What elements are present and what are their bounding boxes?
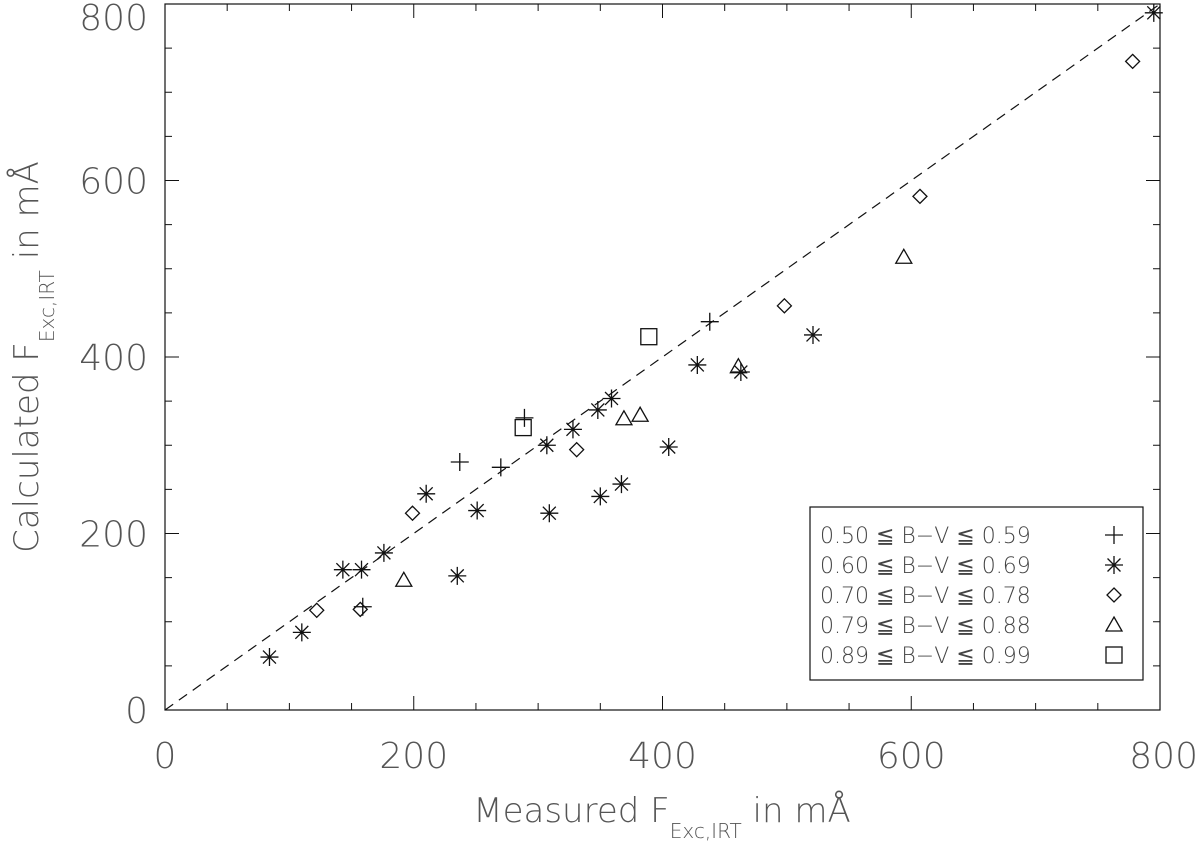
- point-square: [640, 328, 658, 346]
- point-asterisk: [468, 501, 487, 520]
- y-axis-label: Calculated F: [7, 342, 47, 553]
- point-asterisk: [448, 566, 467, 585]
- legend-box: [809, 506, 1144, 681]
- point-asterisk: [1144, 3, 1163, 22]
- point-asterisk: [374, 543, 393, 562]
- legend-marker-asterisk: [1105, 556, 1123, 574]
- point-square: [514, 418, 532, 437]
- x-tick-label: 200: [379, 736, 448, 777]
- x-tick-label: 0: [154, 736, 177, 777]
- point-asterisk: [540, 504, 559, 523]
- point-asterisk: [537, 436, 556, 455]
- point-triangle: [614, 409, 634, 426]
- axis-ticks: [164, 3, 1161, 711]
- point-asterisk: [803, 325, 822, 344]
- point-plus: [515, 408, 534, 427]
- legend-marker-plus: [1105, 526, 1123, 544]
- x-tick-label: 800: [1129, 736, 1198, 777]
- point-asterisk: [333, 560, 352, 579]
- legend-label: 0.89 ≦ B−V ≦ 0.99: [820, 644, 1031, 669]
- legend-marker-triangle: [1104, 615, 1124, 632]
- y-tick-label: 600: [79, 162, 148, 203]
- point-triangle: [894, 247, 913, 264]
- y-tick-label: 800: [79, 0, 148, 39]
- point-asterisk: [602, 389, 621, 408]
- point-asterisk: [731, 363, 750, 382]
- y-tick-label: 400: [79, 338, 148, 379]
- point-diamond: [308, 602, 325, 619]
- point-asterisk: [659, 438, 678, 457]
- point-diamond: [404, 505, 421, 522]
- point-triangle: [630, 405, 650, 422]
- x-tick-label: 600: [877, 736, 946, 777]
- x-tick-label: 400: [628, 736, 697, 777]
- tick-labels: 0 200 400 600 800 0 200 400 600 800: [79, 0, 1198, 777]
- point-diamond: [912, 188, 928, 205]
- point-asterisk: [563, 420, 582, 439]
- point-asterisk: [352, 560, 371, 579]
- legend-label: 0.60 ≦ B−V ≦ 0.69: [820, 554, 1031, 579]
- data-marks: [260, 3, 1163, 667]
- y-axis-subscript: Exc,IRT: [35, 270, 59, 342]
- point-diamond: [776, 297, 793, 314]
- point-asterisk: [588, 400, 607, 419]
- point-asterisk: [292, 623, 311, 642]
- point-asterisk: [591, 487, 610, 506]
- x-axis-subscript: Exc,IRT: [670, 819, 742, 843]
- point-asterisk: [260, 648, 279, 667]
- point-diamond: [1124, 53, 1141, 70]
- legend-label: 0.79 ≦ B−V ≦ 0.88: [820, 614, 1031, 639]
- y-tick-label: 0: [125, 691, 148, 732]
- legend: 0.50 ≦ B−V ≦ 0.59 0.60 ≦ B−V ≦ 0.69 0.70 ≦…: [809, 506, 1144, 681]
- point-asterisk: [417, 484, 436, 503]
- legend-marker-diamond: [1106, 587, 1122, 603]
- point-diamond: [568, 441, 585, 458]
- x-axis-unit: in mÅ: [742, 791, 851, 831]
- y-tick-label: 200: [79, 515, 148, 556]
- point-plus: [491, 458, 510, 477]
- legend-marker-square: [1105, 646, 1123, 664]
- point-triangle: [394, 570, 413, 587]
- y-axis-unit: in mÅ: [7, 161, 47, 270]
- x-axis-title: Measured FExc,IRT in mÅ: [473, 791, 850, 843]
- point-asterisk: [612, 475, 631, 494]
- point-triangle: [729, 357, 748, 374]
- x-axis-label: Measured F: [473, 791, 669, 831]
- point-plus: [700, 312, 719, 331]
- legend-label: 0.50 ≦ B−V ≦ 0.59: [820, 524, 1031, 549]
- point-asterisk: [688, 355, 707, 374]
- point-plus: [450, 453, 469, 472]
- y-axis-title: Calculated FExc,IRT in mÅ: [7, 161, 59, 553]
- legend-label: 0.70 ≦ B−V ≦ 0.78: [820, 584, 1031, 609]
- point-diamond: [352, 601, 369, 618]
